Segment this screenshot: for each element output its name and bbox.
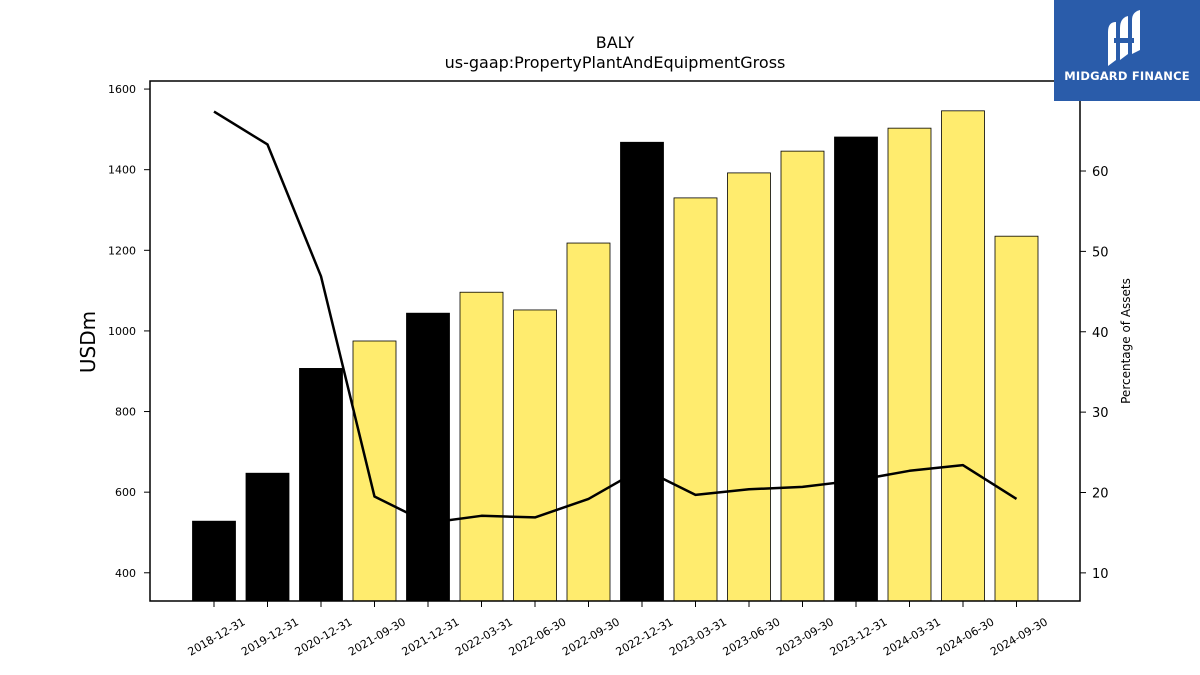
bar-2020-12-31 [299,368,343,602]
bar-2023-03-31 [673,197,718,602]
bar-2022-12-31 [620,141,664,602]
chart-subtitle: us-gaap:PropertyPlantAndEquipmentGross [445,53,786,72]
x-tick-label: 2024-09-30 [988,615,1050,658]
y2-tick-label: 40 [1092,326,1109,341]
logo-text: MIDGARD FINANCE [1064,69,1190,83]
bar-2022-09-30 [566,242,611,602]
bar-2023-12-31 [834,136,878,602]
x-tick-label: 2023-12-31 [828,615,890,658]
y-tick-label: 400 [115,567,136,580]
x-tick-label: 2020-12-31 [293,615,355,658]
bar-2022-03-31 [459,291,504,602]
y-tick-label: 1600 [108,83,136,96]
y2-tick-label: 20 [1092,486,1109,501]
y-axis-label: USDm [76,311,100,373]
bar-2018-12-31 [192,520,236,602]
bar-2024-03-31 [887,127,932,602]
y-tick-label: 600 [115,486,136,499]
y2-axis-label: Percentage of Assets [1119,278,1133,404]
y-tick-label: 800 [115,406,136,419]
x-tick-label: 2019-12-31 [239,615,301,658]
x-tick-label: 2022-12-31 [614,615,676,658]
y-tick-label: 1200 [108,244,136,257]
x-tick-label: 2018-12-31 [186,615,248,658]
x-tick-label: 2021-12-31 [400,615,462,658]
bar-2019-12-31 [245,472,290,602]
chart-title: BALY [596,33,635,52]
y2-tick-label: 60 [1092,165,1109,180]
bar-2021-09-30 [352,340,397,602]
x-tick-label: 2022-03-31 [453,615,515,658]
x-tick-label: 2022-06-30 [507,615,569,658]
y-tick-label: 1400 [108,164,136,177]
x-tick-label: 2023-06-30 [721,615,783,658]
y2-tick-label: 30 [1092,406,1109,421]
bar-2022-06-30 [513,309,557,602]
bar-2024-06-30 [941,110,985,602]
y-axis-left: 400 600 800 1000 1200 1400 1600 [108,83,150,580]
line-group [213,110,1018,525]
y2-tick-label: 50 [1092,245,1109,260]
percentage-line [213,110,1018,525]
bars-group [192,110,1039,602]
bar-2023-06-30 [727,172,771,602]
x-tick-label: 2022-09-30 [560,615,622,658]
x-tick-label: 2024-06-30 [935,615,997,658]
y2-tick-label: 10 [1092,567,1109,582]
y-axis-right: 10 20 30 40 50 60 [1080,165,1109,582]
x-tick-label: 2023-09-30 [774,615,836,658]
y-tick-label: 1000 [108,325,136,338]
logo-mark-icon [1108,10,1140,66]
bar-2021-12-31 [406,312,450,602]
bar-2024-09-30 [994,235,1039,602]
plot-frame [149,80,1081,602]
x-axis: 2018-12-312019-12-312020-12-312021-09-30… [186,601,1050,659]
bar-2023-09-30 [780,150,825,602]
midgard-finance-logo: MIDGARD FINANCE [1054,0,1200,101]
x-tick-label: 2023-03-31 [667,615,729,658]
x-tick-label: 2021-09-30 [346,615,408,658]
x-tick-label: 2024-03-31 [881,615,943,658]
